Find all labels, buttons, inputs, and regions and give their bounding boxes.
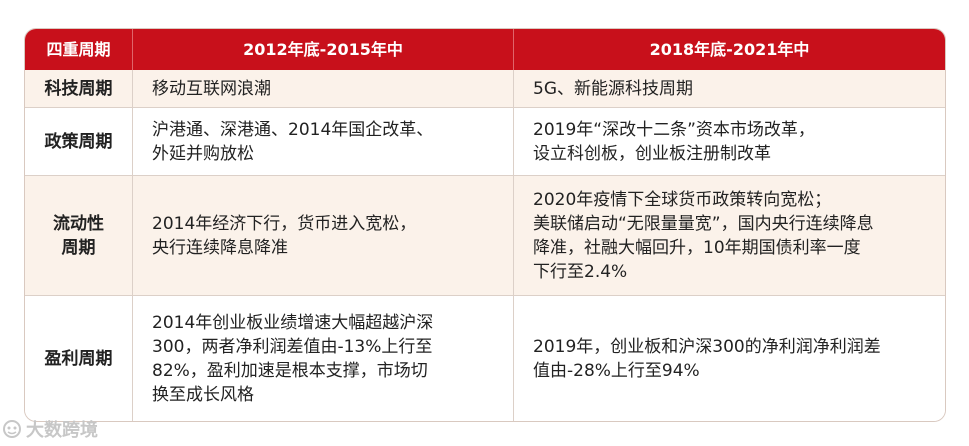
cell-tech-2018: 5G、新能源科技周期	[514, 70, 945, 108]
cell-earnings-2012: 2014年创业板业绩增速大幅超越沪深 300，两者净利润差值由-13%上行至 8…	[133, 296, 514, 421]
row-label-earnings: 盈利周期	[25, 296, 133, 421]
header-period-2012-2015: 2012年底-2015年中	[133, 29, 514, 70]
row-label-tech: 科技周期	[25, 70, 133, 108]
table-grid: 四重周期 2012年底-2015年中 2018年底-2021年中 科技周期 移动…	[25, 29, 945, 421]
watermark-text: 大数跨境	[26, 420, 98, 441]
header-period-2018-2021: 2018年底-2021年中	[514, 29, 945, 70]
row-label-liquidity: 流动性 周期	[25, 176, 133, 296]
watermark: 大数跨境	[2, 414, 98, 444]
cell-liquidity-2018: 2020年疫情下全球货币政策转向宽松； 美联储启动“无限量量宽”，国内央行连续降…	[514, 176, 945, 296]
header-cycle: 四重周期	[25, 29, 133, 70]
cell-liquidity-2012: 2014年经济下行，货币进入宽松， 央行连续降息降准	[133, 176, 514, 296]
cell-earnings-2018: 2019年，创业板和沪深300的净利润净利润差 值由-28%上行至94%	[514, 296, 945, 421]
cell-policy-2012: 沪港通、深港通、2014年国企改革、 外延并购放松	[133, 108, 514, 176]
brand-logo-icon	[3, 420, 21, 438]
row-label-policy: 政策周期	[25, 108, 133, 176]
cell-tech-2012: 移动互联网浪潮	[133, 70, 514, 108]
comparison-table: 四重周期 2012年底-2015年中 2018年底-2021年中 科技周期 移动…	[24, 28, 946, 422]
cell-policy-2018: 2019年“深改十二条”资本市场改革， 设立科创板，创业板注册制改革	[514, 108, 945, 176]
